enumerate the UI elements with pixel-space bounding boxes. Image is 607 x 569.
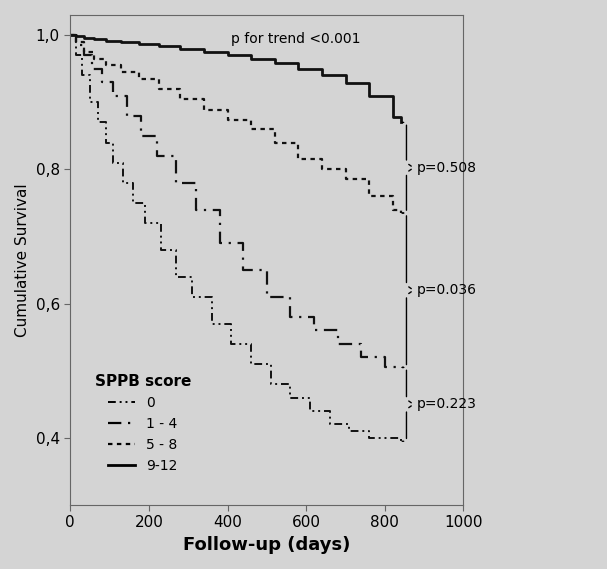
5 - 8 (118, 69, 125, 76)
0 (208, 320, 215, 327)
5 - 8 (135, 75, 143, 82)
Text: p=0.508: p=0.508 (416, 160, 476, 175)
5 - 8 (342, 176, 349, 183)
9-12 (80, 34, 87, 41)
0 (365, 435, 373, 442)
9-12 (224, 52, 231, 59)
9-12 (67, 32, 74, 39)
9-12 (271, 60, 279, 67)
0 (110, 159, 117, 166)
0 (307, 407, 314, 414)
0 (326, 421, 333, 428)
0 (72, 52, 80, 59)
5 - 8 (102, 62, 109, 69)
1 - 4 (153, 152, 160, 159)
1 - 4 (216, 240, 223, 246)
5 - 8 (80, 48, 87, 55)
5 - 8 (224, 117, 231, 124)
5 - 8 (72, 39, 80, 46)
1 - 4 (192, 206, 200, 213)
5 - 8 (155, 85, 162, 92)
9-12 (389, 114, 396, 121)
1 - 4 (381, 364, 388, 371)
Text: p=0.223: p=0.223 (416, 397, 476, 411)
Y-axis label: Cumulative Survival: Cumulative Survival (15, 183, 30, 337)
1 - 4 (263, 294, 271, 300)
0 (346, 428, 353, 435)
5 - 8 (318, 166, 325, 173)
0 (141, 220, 149, 226)
0 (287, 394, 294, 401)
1 - 4 (124, 112, 131, 119)
Line: 5 - 8: 5 - 8 (70, 35, 401, 213)
1 - 4 (88, 65, 95, 72)
1 - 4 (110, 92, 117, 99)
9-12 (294, 65, 302, 72)
0 (157, 246, 164, 253)
Text: p=0.036: p=0.036 (416, 283, 476, 297)
0 (173, 273, 180, 280)
0 (228, 340, 235, 347)
1 - 4 (80, 52, 87, 59)
1 - 4 (72, 42, 80, 48)
5 - 8 (271, 139, 279, 146)
0 (397, 438, 404, 444)
1 - 4 (287, 314, 294, 320)
5 - 8 (365, 193, 373, 200)
0 (78, 72, 86, 79)
5 - 8 (397, 209, 404, 216)
9-12 (155, 43, 162, 50)
9-12 (248, 55, 255, 62)
9-12 (318, 72, 325, 79)
Text: p for trend <0.001: p for trend <0.001 (231, 32, 361, 46)
9-12 (72, 33, 80, 40)
0 (189, 294, 196, 300)
Legend: 0, 1 - 4, 5 - 8, 9-12: 0, 1 - 4, 5 - 8, 9-12 (89, 369, 197, 479)
Line: 0: 0 (70, 35, 401, 441)
5 - 8 (90, 55, 98, 62)
1 - 4 (310, 327, 317, 334)
9-12 (135, 40, 143, 47)
5 - 8 (200, 107, 208, 114)
9-12 (342, 80, 349, 87)
1 - 4 (137, 133, 144, 139)
0 (248, 361, 255, 368)
0 (267, 381, 274, 387)
1 - 4 (98, 79, 106, 85)
5 - 8 (177, 96, 184, 102)
9-12 (200, 48, 208, 55)
Line: 9-12: 9-12 (70, 35, 401, 122)
1 - 4 (358, 354, 365, 361)
1 - 4 (397, 364, 404, 371)
9-12 (90, 36, 98, 43)
9-12 (102, 37, 109, 44)
9-12 (118, 39, 125, 46)
5 - 8 (248, 126, 255, 133)
9-12 (177, 45, 184, 52)
1 - 4 (334, 340, 341, 347)
0 (129, 200, 137, 207)
0 (67, 32, 74, 39)
5 - 8 (389, 206, 396, 213)
0 (86, 99, 93, 106)
1 - 4 (67, 32, 74, 39)
5 - 8 (67, 32, 74, 39)
Line: 1 - 4: 1 - 4 (70, 35, 401, 368)
1 - 4 (240, 267, 247, 274)
9-12 (365, 92, 373, 99)
0 (120, 179, 127, 186)
0 (102, 139, 109, 146)
9-12 (397, 119, 404, 126)
1 - 4 (173, 179, 180, 186)
X-axis label: Follow-up (days): Follow-up (days) (183, 536, 351, 554)
5 - 8 (294, 156, 302, 163)
0 (94, 119, 101, 126)
